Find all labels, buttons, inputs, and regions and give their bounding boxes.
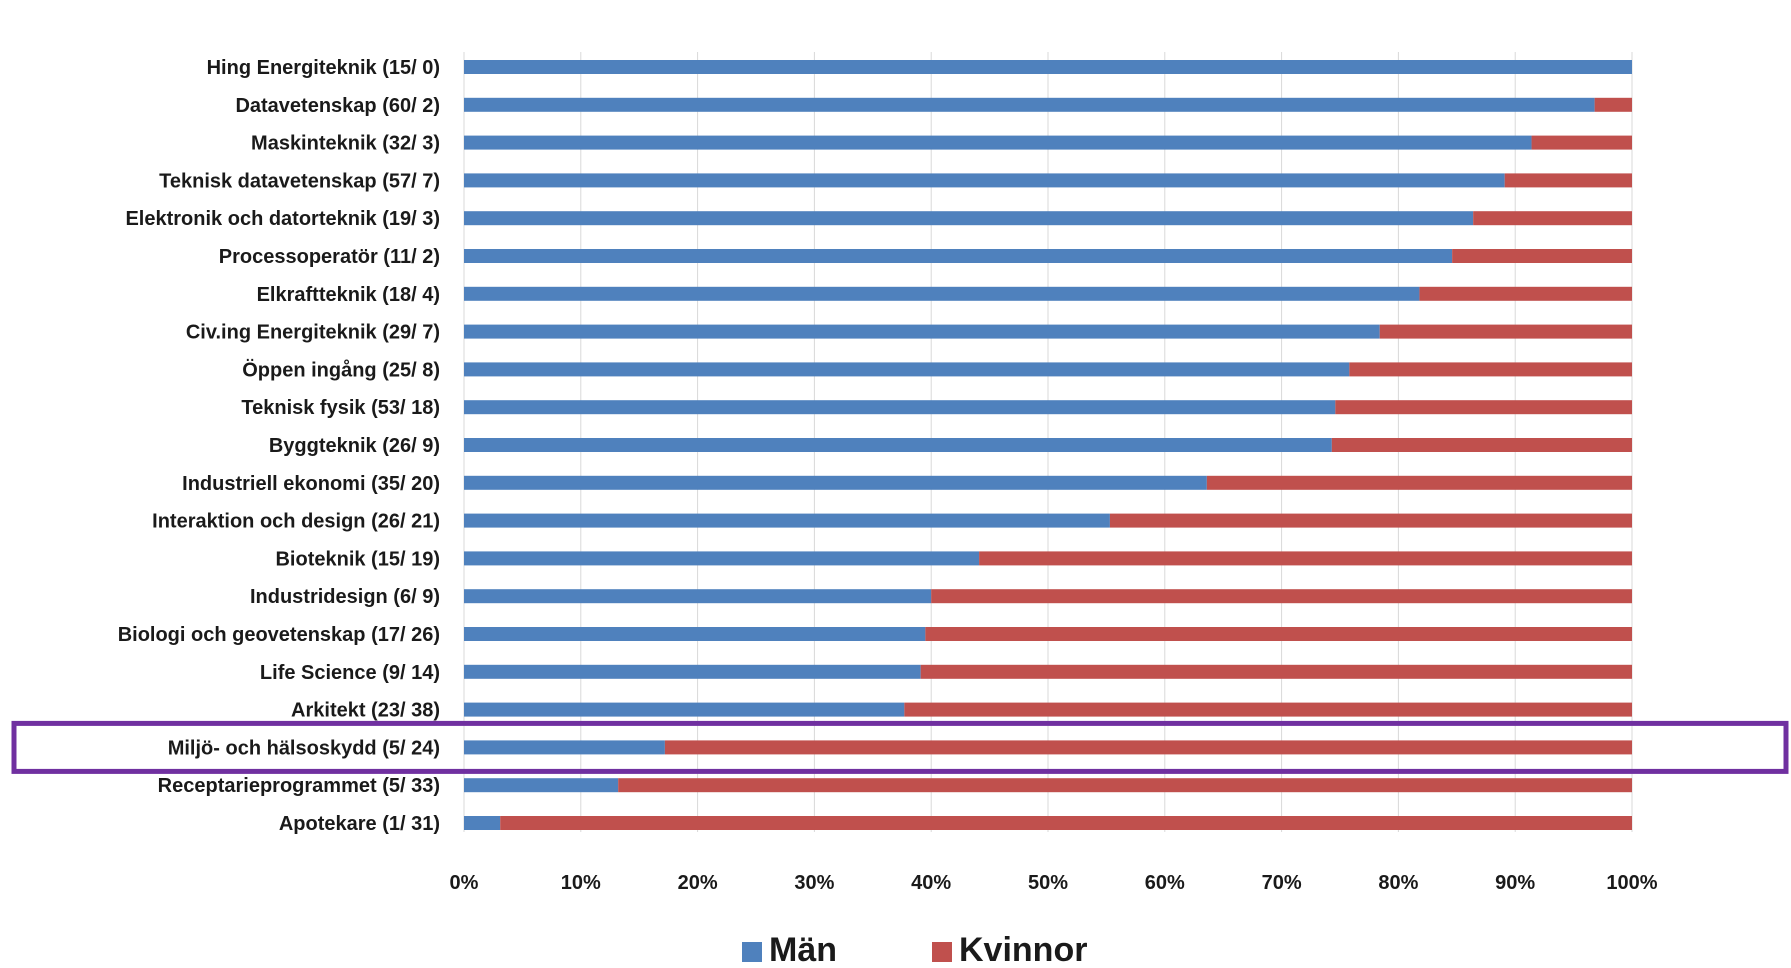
x-tick-label: 90% (1495, 872, 1535, 894)
x-tick-label: 100% (1606, 872, 1657, 894)
bar-segment-man (464, 324, 1380, 339)
category-label: Biologi och geovetenskap (17/ 26) (118, 624, 440, 646)
category-label: Teknisk datavetenskap (57/ 7) (159, 170, 440, 192)
bar-segment-kvinnor (979, 551, 1632, 566)
highlight-box (11, 720, 1789, 774)
bar-segment-kvinnor (1452, 249, 1632, 263)
x-tick-label: 30% (794, 872, 834, 894)
bar-segment-kvinnor (1206, 475, 1632, 490)
bar-segment-kvinnor (1504, 173, 1632, 188)
x-tick-label: 40% (911, 872, 951, 894)
bar-segment-kvinnor (904, 702, 1632, 717)
bar-segment-kvinnor (500, 816, 1632, 830)
bar-segment-kvinnor (920, 664, 1632, 679)
x-tick-label: 80% (1378, 872, 1418, 894)
bar-segment-man (464, 740, 665, 755)
bar-segment-kvinnor (1473, 211, 1632, 226)
bar-segment-kvinnor (1594, 97, 1632, 112)
legend-swatch-kvinnor (932, 942, 952, 962)
x-tick-label: 10% (561, 872, 601, 894)
bar-segment-man (464, 664, 921, 679)
bar-segment-kvinnor (1531, 135, 1632, 150)
category-label: Öppen ingång (25/ 8) (242, 358, 440, 381)
bar-segment-man (464, 589, 932, 604)
bar-segment-kvinnor (925, 627, 1632, 641)
highlight-rectangle (11, 720, 1789, 774)
bar-segment-man (464, 513, 1110, 528)
legend-label: Män (769, 931, 837, 968)
category-label: Bioteknik (15/ 19) (275, 548, 440, 570)
category-label: Industriell ekonomi (35/ 20) (182, 473, 440, 495)
bar-segment-man (464, 173, 1505, 188)
bar-segment-kvinnor (1349, 362, 1632, 377)
bar-segment-man (464, 211, 1474, 226)
bar-segment-kvinnor (1419, 286, 1632, 301)
bars-group (464, 60, 1632, 830)
bar-segment-man (464, 778, 619, 793)
bar-segment-man (464, 60, 1632, 74)
legend-label: Kvinnor (959, 931, 1087, 968)
bar-segment-man (464, 249, 1453, 263)
category-label: Elkraftteknik (18/ 4) (257, 284, 440, 306)
category-label: Processoperatör (11/ 2) (219, 246, 440, 268)
category-label: Life Science (9/ 14) (260, 662, 440, 684)
legend: Män Kvinnor (742, 931, 1087, 968)
x-tick-label: 20% (678, 872, 718, 894)
legend-swatch-man (742, 942, 762, 962)
category-labels: Hing Energiteknik (15/ 0) Datavetenskap (… (118, 57, 440, 835)
bar-segment-man (464, 816, 501, 830)
category-label: Maskinteknik (32/ 3) (251, 133, 440, 155)
bar-segment-man (464, 475, 1207, 490)
bar-segment-man (464, 362, 1350, 377)
bar-segment-kvinnor (1331, 438, 1632, 452)
category-label: Arkitekt (23/ 38) (291, 700, 440, 722)
category-label: Apotekare (1/ 31) (279, 813, 440, 835)
x-tick-label: 70% (1262, 872, 1302, 894)
category-label: Teknisk fysik (53/ 18) (241, 397, 440, 419)
bar-segment-man (464, 97, 1595, 112)
category-label: Elektronik och datorteknik (19/ 3) (125, 208, 440, 230)
x-tick-label: 0% (450, 872, 479, 894)
bar-segment-man (464, 627, 926, 641)
bar-segment-kvinnor (664, 740, 1632, 755)
x-tick-label: 60% (1145, 872, 1185, 894)
bar-segment-kvinnor (1109, 513, 1632, 528)
category-label: Interaktion och design (26/ 21) (152, 511, 440, 533)
category-label: Miljö- och hälsoskydd (5/ 24) (168, 737, 440, 759)
bar-segment-man (464, 702, 905, 717)
bar-segment-kvinnor (1335, 400, 1632, 415)
category-label: Datavetenskap (60/ 2) (235, 95, 440, 117)
bar-segment-man (464, 438, 1332, 452)
bar-segment-man (464, 400, 1336, 415)
bar-segment-man (464, 286, 1420, 301)
bar-segment-kvinnor (1379, 324, 1632, 339)
bar-segment-kvinnor (931, 589, 1632, 604)
category-label: Receptarieprogrammet (5/ 33) (158, 775, 440, 797)
bar-segment-man (464, 551, 980, 566)
category-label: Industridesign (6/ 9) (250, 586, 440, 608)
category-label: Byggteknik (26/ 9) (269, 435, 440, 457)
category-label: Hing Energiteknik (15/ 0) (207, 57, 440, 79)
bar-segment-kvinnor (618, 778, 1632, 793)
x-axis-ticks: 0% 10% 20% 30% 40% 50% 60% 70% 80% 90% 100% (450, 872, 1658, 894)
bar-segment-man (464, 135, 1532, 150)
category-label: Civ.ing Energiteknik (29/ 7) (186, 322, 440, 344)
x-tick-label: 50% (1028, 872, 1068, 894)
